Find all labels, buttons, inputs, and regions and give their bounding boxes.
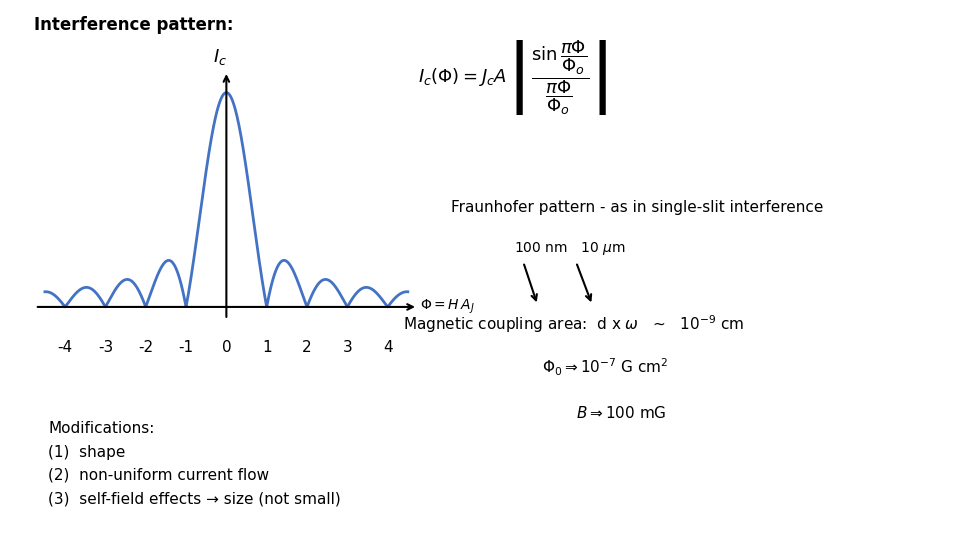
Text: Fraunhofer pattern - as in single-slit interference: Fraunhofer pattern - as in single-slit i… [451, 200, 824, 215]
Text: $I_c$: $I_c$ [213, 47, 228, 67]
Text: Interference pattern:: Interference pattern: [34, 16, 233, 34]
Text: Magnetic coupling area:  d x $\omega$   ~   $10^{-9}$ cm: Magnetic coupling area: d x $\omega$ ~ $… [403, 313, 744, 335]
Text: $B \Rightarrow 100$ mG: $B \Rightarrow 100$ mG [576, 405, 666, 421]
Text: $\Phi = H\,A_J$: $\Phi = H\,A_J$ [420, 298, 474, 316]
Text: 100 nm   10 $\mu$m: 100 nm 10 $\mu$m [514, 240, 625, 257]
Text: $I_c(\Phi) = J_c A\left|\dfrac{\sin\dfrac{\pi\Phi}{\Phi_o}}{\dfrac{\pi\Phi}{\Phi: $I_c(\Phi) = J_c A\left|\dfrac{\sin\dfra… [418, 38, 607, 117]
Text: $\Phi_0 \Rightarrow 10^{-7}$ G cm$^2$: $\Phi_0 \Rightarrow 10^{-7}$ G cm$^2$ [542, 356, 669, 378]
Text: Modifications:
(1)  shape
(2)  non-uniform current flow
(3)  self-field effects : Modifications: (1) shape (2) non-uniform… [48, 421, 341, 507]
